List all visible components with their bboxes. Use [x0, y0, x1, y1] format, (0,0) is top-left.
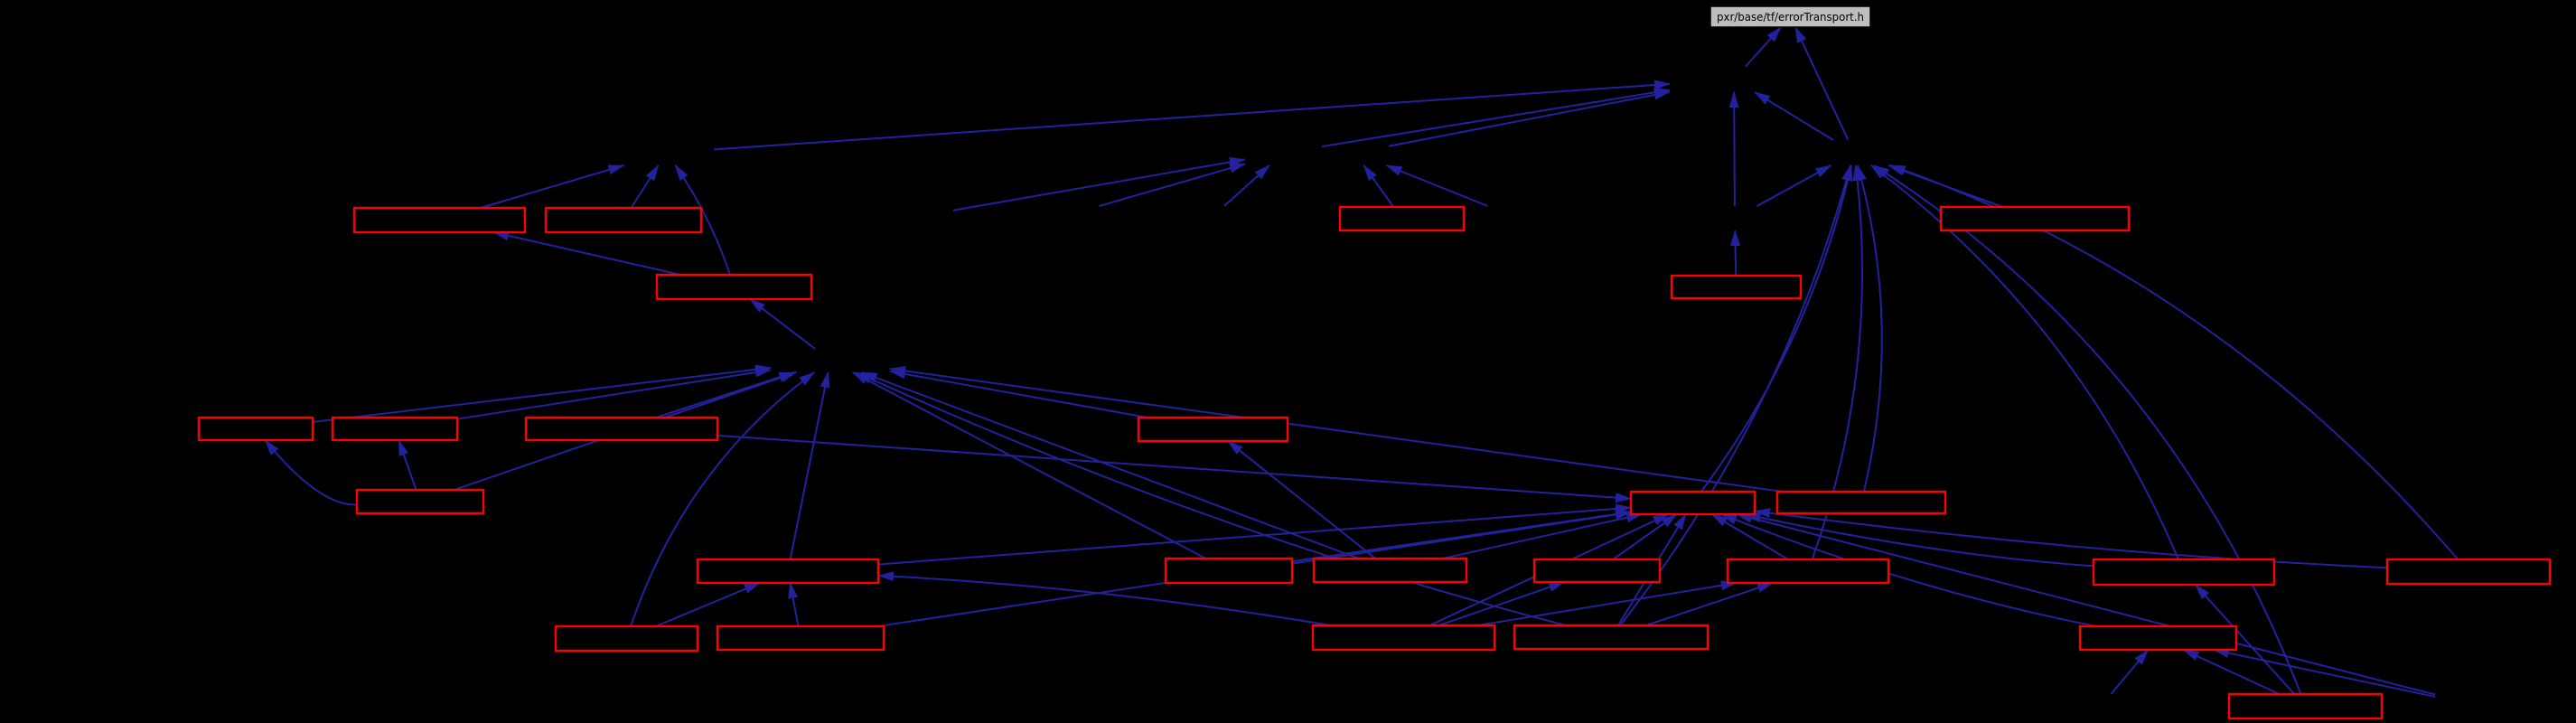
edge-R3-R1 [492, 230, 681, 276]
graph-edges [264, 26, 2459, 698]
edge-R14-D [789, 371, 830, 560]
edge-D-R3 [749, 298, 816, 350]
edge-R26-K [1889, 164, 2459, 560]
edge-R21-K [1619, 164, 1852, 626]
graph-node-R23[interactable] [2092, 558, 2276, 587]
edge-R13-K [1856, 164, 1883, 493]
edge-R18-R12 [1442, 512, 1644, 559]
edge-R25-R24 [2182, 649, 2280, 695]
edge-R13-D [889, 365, 1783, 493]
graph-node-R3[interactable] [655, 273, 813, 301]
edge-R25-R23 [2194, 584, 2296, 695]
graph-node-R7[interactable] [197, 416, 314, 442]
graph-node-R2[interactable] [544, 206, 703, 234]
graph-node-R9[interactable] [524, 416, 719, 442]
graph-nodes [197, 205, 2552, 720]
edge-R2-A [630, 164, 660, 209]
graph-node-R15[interactable] [554, 624, 699, 653]
edge-R4-C [1363, 164, 1395, 208]
edge-R17-R12 [1291, 509, 1632, 563]
edge-R21-R22 [1645, 582, 1775, 626]
edge-V2-R12 [1735, 512, 2436, 696]
edge-R23-K [1870, 164, 2179, 560]
edge-N2-B [1099, 163, 1246, 207]
edge-R1-A [480, 164, 625, 209]
edge-C-J [1388, 89, 1671, 147]
edge-R16-R14 [788, 582, 800, 627]
graph-node-R17[interactable] [1164, 557, 1294, 585]
graph-node-R22[interactable] [1726, 558, 1890, 585]
edge-R20-R14 [877, 571, 1331, 626]
graph-node-R19[interactable] [1532, 558, 1662, 584]
edge-R18-R11 [1227, 440, 1376, 559]
edge-R15-D [630, 371, 816, 627]
edge-R15-R14 [655, 582, 761, 627]
graph-node-title: pxr/base/tf/errorTransport.h [1710, 5, 1871, 28]
edge-R18-D [860, 371, 1360, 559]
graph-node-R10[interactable] [355, 488, 485, 515]
graph-node-R11[interactable] [1137, 416, 1289, 443]
edge-R17-D [851, 371, 1206, 559]
edge-R20-R19 [1438, 581, 1566, 626]
edge-R26-R12 [1754, 508, 2388, 569]
edge-L-J [1728, 91, 1739, 207]
edge-V1-R24 [2110, 649, 2150, 695]
graph-node-R18[interactable] [1312, 557, 1468, 584]
edge-R9-R12 [717, 434, 1632, 503]
edge-R10-R7 [264, 439, 358, 506]
graph-node-R25[interactable] [2227, 692, 2384, 720]
graph-node-R16[interactable] [716, 624, 885, 652]
graph-node-R24[interactable] [2078, 624, 2238, 652]
edge-V2-R24 [2212, 648, 2436, 698]
edge-R8-D [456, 367, 772, 420]
edge-R3-A [674, 164, 731, 276]
edge-R25-K [1873, 164, 2302, 695]
edge-R7-D [312, 364, 772, 424]
graph-node-R1[interactable] [352, 206, 527, 234]
edge-R14-R12 [877, 503, 1632, 566]
edge-R11-D [889, 369, 1148, 418]
graph-node-R14[interactable] [696, 558, 880, 585]
edge-N4-C [1385, 164, 1488, 207]
edge-K-J [1754, 91, 1834, 141]
edge-R19-R12 [1612, 513, 1678, 560]
edge-R12-K [1700, 164, 1853, 493]
graph-title-label: pxr/base/tf/errorTransport.h [1717, 11, 1864, 23]
graph-node-R6[interactable] [1939, 205, 2131, 232]
graph-node-R13[interactable] [1775, 490, 1947, 515]
edge-R24-R12 [1720, 513, 2097, 627]
graph-node-R4[interactable] [1338, 205, 1466, 232]
edge-R9-D [655, 371, 796, 418]
graph-node-R12[interactable] [1629, 490, 1756, 516]
graph-node-R8[interactable] [331, 416, 459, 442]
graph-node-R21[interactable] [1513, 624, 1710, 651]
edge-A-J [713, 80, 1671, 151]
edge-N1-B [952, 156, 1246, 211]
title-node-box [1710, 5, 1871, 28]
edge-B-J [1321, 87, 1671, 148]
edge-R23-R12 [1744, 512, 2094, 568]
edge-K-T [1794, 26, 1850, 141]
edge-J-T [1744, 26, 1782, 68]
graph-node-R20[interactable] [1311, 624, 1496, 652]
graph-node-R26[interactable] [2385, 558, 2552, 586]
edge-R21-D [855, 371, 1567, 626]
edge-L-K [1756, 164, 1832, 207]
edge-R20-R22 [1477, 580, 1738, 626]
edge-N3-B [1223, 164, 1270, 207]
edge-R10-R8 [398, 439, 417, 491]
edge-R5-L [1730, 230, 1741, 277]
graph-node-R5[interactable] [1670, 274, 1803, 300]
